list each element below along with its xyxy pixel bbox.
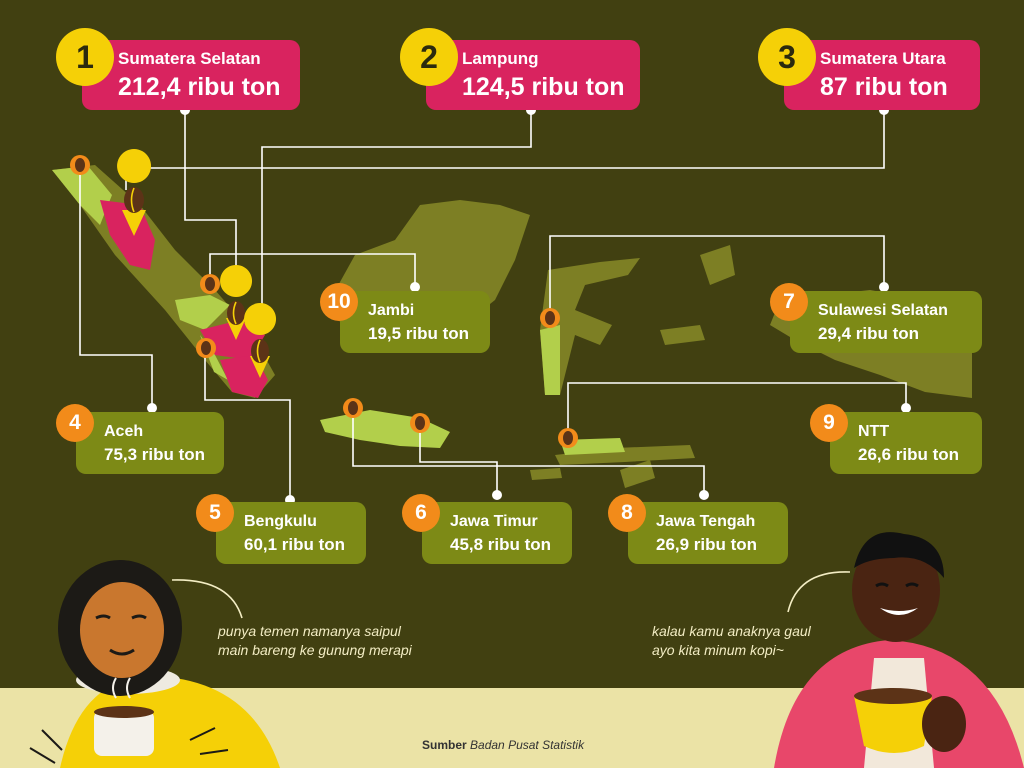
region-name: Sulawesi Selatan [818,302,948,319]
connector-5 [204,346,291,500]
region-name: NTT [858,423,890,440]
rank-badge: 8 [608,494,646,532]
map-maluku [660,245,735,345]
coffee-marker-icon [220,265,253,340]
production-value: 60,1 ribu ton [244,535,346,554]
rank-badge: 2 [400,28,458,86]
ranking-label-3: Sumatera Utara 87 ribu ton [784,40,980,110]
rank-badge: 1 [56,28,114,86]
production-value: 45,8 ribu ton [450,535,552,554]
region-name: Sumatera Selatan [118,49,261,68]
coffee-marker-icon [117,149,152,236]
region-name: Bengkulu [244,513,317,530]
quote-line: kalau kamu anaknya gaul [652,623,811,639]
production-value: 26,9 ribu ton [656,535,758,554]
connector-3 [125,110,885,190]
production-value: 29,4 ribu ton [818,324,920,343]
connector-9 [567,382,907,436]
rank-badge: 5 [196,494,234,532]
rank-badge: 10 [320,283,358,321]
ranking-label-6: Jawa Timur 45,8 ribu ton [422,502,572,564]
ranking-label-4: Aceh 75,3 ribu ton [76,412,224,474]
production-value: 75,3 ribu ton [104,445,206,464]
man-with-coffee-illustration [774,532,1024,768]
production-value: 212,4 ribu ton [118,73,281,101]
region-sulawesi-selatan [540,325,560,395]
ranking-label-8: Jawa Tengah 26,9 ribu ton [628,502,788,564]
region-name: Jawa Timur [450,513,538,530]
production-value: 26,6 ribu ton [858,445,960,464]
region-jambi [175,295,230,330]
production-value: 124,5 ribu ton [462,73,625,101]
production-value: 87 ribu ton [820,73,948,101]
connector-7 [549,235,885,315]
map-sulawesi [540,258,640,395]
source-note: Sumber Badan Pusat Statistik [422,738,584,752]
connector-1 [184,110,237,296]
ranking-label-1: Sumatera Selatan 212,4 ribu ton [82,40,300,110]
connector-2 [261,110,532,330]
quote-line: ayo kita minum kopi~ [652,642,784,658]
map-nusa-tenggara [530,445,695,488]
quote-left: punya temen namanya saipul main bareng k… [218,622,412,660]
connector-6 [419,425,498,495]
production-value: 19,5 ribu ton [368,324,470,343]
connector-10 [209,253,416,287]
connector-8 [352,410,705,495]
coffee-marker-icon [244,303,277,378]
rank-badge: 4 [56,404,94,442]
ranking-label-7: Sulawesi Selatan 29,4 ribu ton [790,291,982,353]
region-name: Aceh [104,423,144,440]
speech-curve-right [787,571,851,613]
ranking-label-9: NTT 26,6 ribu ton [830,412,982,474]
region-name: Jawa Tengah [656,513,756,530]
ranking-label-5: Bengkulu 60,1 ribu ton [216,502,366,564]
rank-badge: 7 [770,283,808,321]
woman-with-coffee-illustration [29,560,280,768]
region-name: Lampung [462,49,539,68]
rank-badge: 3 [758,28,816,86]
rank-badge: 6 [402,494,440,532]
region-jawa [320,410,450,448]
connector-4 [79,166,153,408]
region-name: Jambi [368,302,415,319]
rank-badge: 9 [810,404,848,442]
quote-line: punya temen namanya saipul [218,623,401,639]
ranking-label-10: Jambi 19,5 ribu ton [340,291,490,353]
region-name: Sumatera Utara [820,49,946,68]
speech-curve-left [171,579,243,619]
source-label: Sumber [422,738,467,752]
quote-line: main bareng ke gunung merapi [218,642,412,658]
ranking-label-2: Lampung 124,5 ribu ton [426,40,640,110]
region-aceh [52,166,112,225]
source-text: Badan Pusat Statistik [470,738,585,752]
quote-right: kalau kamu anaknya gaul ayo kita minum k… [652,622,811,660]
